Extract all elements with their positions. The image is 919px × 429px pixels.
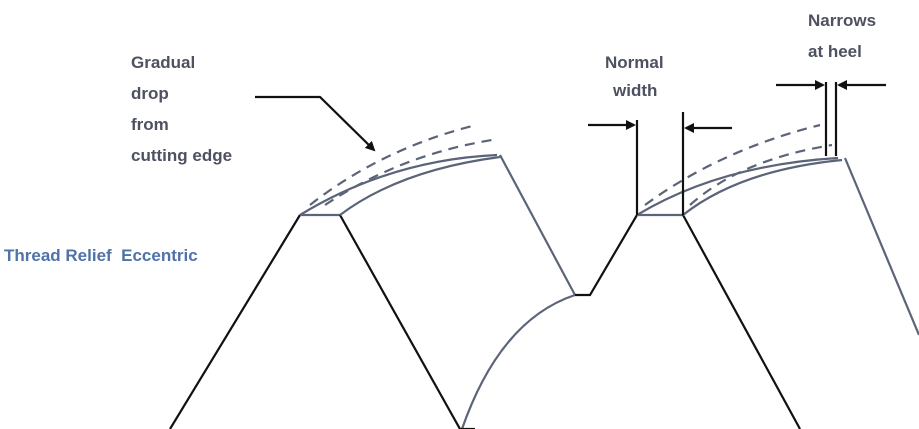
- label: Narrows: [808, 11, 876, 30]
- label: at heel: [808, 42, 862, 61]
- label: from: [131, 115, 169, 134]
- thread-profile: [169, 80, 919, 429]
- label: Normal: [605, 53, 664, 72]
- label: drop: [131, 84, 169, 103]
- label: width: [612, 81, 657, 100]
- label: cutting edge: [131, 146, 232, 165]
- caption: Thread Relief Eccentric: [4, 246, 198, 265]
- label: Gradual: [131, 53, 195, 72]
